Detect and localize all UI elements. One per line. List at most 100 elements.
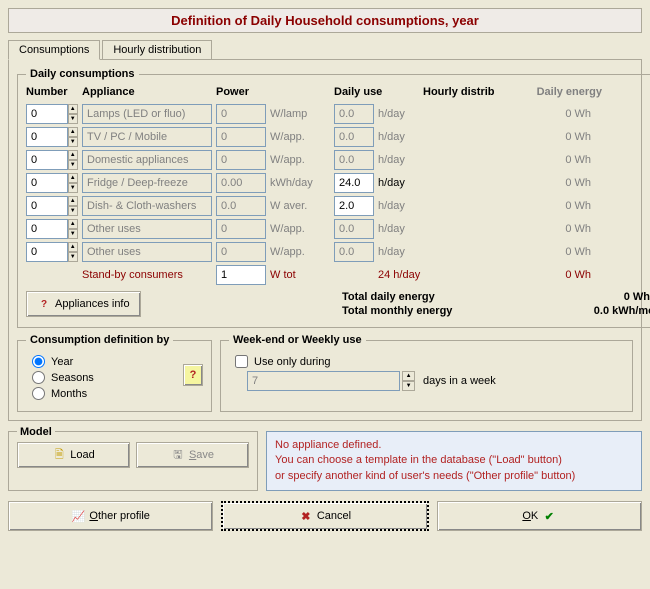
number-input[interactable] [26,173,68,193]
use-input[interactable] [334,242,374,262]
save-label: Save [189,449,214,461]
appliance-input[interactable] [82,173,212,193]
appliance-input[interactable] [82,242,212,262]
use-input[interactable] [334,173,374,193]
cancel-button[interactable]: ✖ Cancel [221,501,428,531]
standby-energy: 0 Wh [526,269,591,281]
number-input[interactable] [26,242,68,262]
spin-down[interactable]: ▼ [68,114,79,124]
hdr-daily-use: Daily use [334,86,419,98]
check-icon: ✔ [542,510,556,523]
total-monthly-label: Total monthly energy [342,305,542,317]
spin-up[interactable]: ▲ [68,173,79,183]
total-monthly-value: 0.0 kWh/month [542,305,650,317]
spin-down[interactable]: ▼ [68,229,79,239]
spin-up[interactable]: ▲ [68,104,79,114]
standby-power-input[interactable] [216,265,266,285]
tab-consumptions[interactable]: Consumptions [8,40,100,60]
appliance-row: ▲▼W/lamph/day0 Wh [26,104,650,124]
days-spin-down[interactable]: ▼ [402,381,415,391]
spin-up[interactable]: ▲ [68,196,79,206]
weekend-group: Week-end or Weekly use Use only during ▲… [220,334,633,412]
use-unit: h/day [378,223,423,235]
use-input[interactable] [334,127,374,147]
tab-hourly[interactable]: Hourly distribution [102,40,212,60]
daily-energy-value: 0 Wh [526,154,591,166]
spin-up[interactable]: ▲ [68,127,79,137]
save-icon: 🖫 [171,446,185,465]
warning-box: No appliance defined. You can choose a t… [266,431,642,491]
appliance-input[interactable] [82,104,212,124]
use-unit: h/day [378,131,423,143]
other-profile-label: Other profile [89,510,150,522]
spin-down[interactable]: ▼ [68,252,79,262]
radio-seasons[interactable] [32,371,45,384]
power-input[interactable] [216,150,266,170]
number-input[interactable] [26,104,68,124]
save-button[interactable]: 🖫 Save [136,442,249,468]
appliances-info-button[interactable]: ? Appliances info [26,291,141,317]
appliance-row: ▲▼W/app.h/day0 Wh [26,150,650,170]
load-label: Load [70,449,94,461]
use-unit: h/day [378,154,423,166]
warning-line3: or specify another kind of user's needs … [275,469,633,484]
dialog-title: Definition of Daily Household consumptio… [8,8,642,33]
power-unit: W/lamp [270,108,330,120]
use-input[interactable] [334,196,374,216]
help-button[interactable]: ? [183,364,203,386]
use-unit: h/day [378,177,423,189]
number-input[interactable] [26,127,68,147]
totals-area: ? Appliances info Total daily energy 0 W… [26,291,650,319]
radio-seasons-label: Seasons [51,372,94,384]
radio-months-label: Months [51,388,87,400]
spin-down[interactable]: ▼ [68,206,79,216]
consumption-definition-group: Consumption definition by Year Seasons M… [17,334,212,412]
days-input[interactable] [247,371,400,391]
hdr-daily-energy: Daily energy [522,86,602,98]
use-only-checkbox[interactable] [235,355,248,368]
power-input[interactable] [216,173,266,193]
use-input[interactable] [334,219,374,239]
number-input[interactable] [26,150,68,170]
use-unit: h/day [378,246,423,258]
appliance-input[interactable] [82,150,212,170]
daily-consumptions-group: Daily consumptions Number Appliance Powe… [17,68,650,328]
use-only-label: Use only during [254,356,330,368]
radio-months[interactable] [32,387,45,400]
hdr-power: Power [216,86,266,98]
question-icon: ? [37,297,51,311]
power-input[interactable] [216,127,266,147]
weekend-legend: Week-end or Weekly use [229,334,366,346]
total-daily-label: Total daily energy [342,291,542,303]
tab-panel: Daily consumptions Number Appliance Powe… [8,59,642,421]
use-input[interactable] [334,104,374,124]
appliance-input[interactable] [82,219,212,239]
power-input[interactable] [216,219,266,239]
power-input[interactable] [216,104,266,124]
number-input[interactable] [26,219,68,239]
tab-bar: Consumptions Hourly distribution [8,39,642,59]
power-unit: W/app. [270,223,330,235]
ok-button[interactable]: OK ✔ [437,501,642,531]
days-spin-up[interactable]: ▲ [402,371,415,381]
number-input[interactable] [26,196,68,216]
spin-up[interactable]: ▲ [68,242,79,252]
days-label: days in a week [423,375,496,387]
use-input[interactable] [334,150,374,170]
daily-energy-value: 0 Wh [526,131,591,143]
spin-down[interactable]: ▼ [68,183,79,193]
appliance-input[interactable] [82,196,212,216]
load-button[interactable]: 🗎 Load [17,442,130,468]
appliance-input[interactable] [82,127,212,147]
power-input[interactable] [216,242,266,262]
ok-label: OK [522,510,538,522]
spin-up[interactable]: ▲ [68,219,79,229]
power-unit: W/app. [270,131,330,143]
radio-year[interactable] [32,355,45,368]
other-profile-button[interactable]: 📈 Other profile [8,501,213,531]
power-input[interactable] [216,196,266,216]
spin-up[interactable]: ▲ [68,150,79,160]
spin-down[interactable]: ▼ [68,160,79,170]
spin-down[interactable]: ▼ [68,137,79,147]
power-unit: W/app. [270,246,330,258]
